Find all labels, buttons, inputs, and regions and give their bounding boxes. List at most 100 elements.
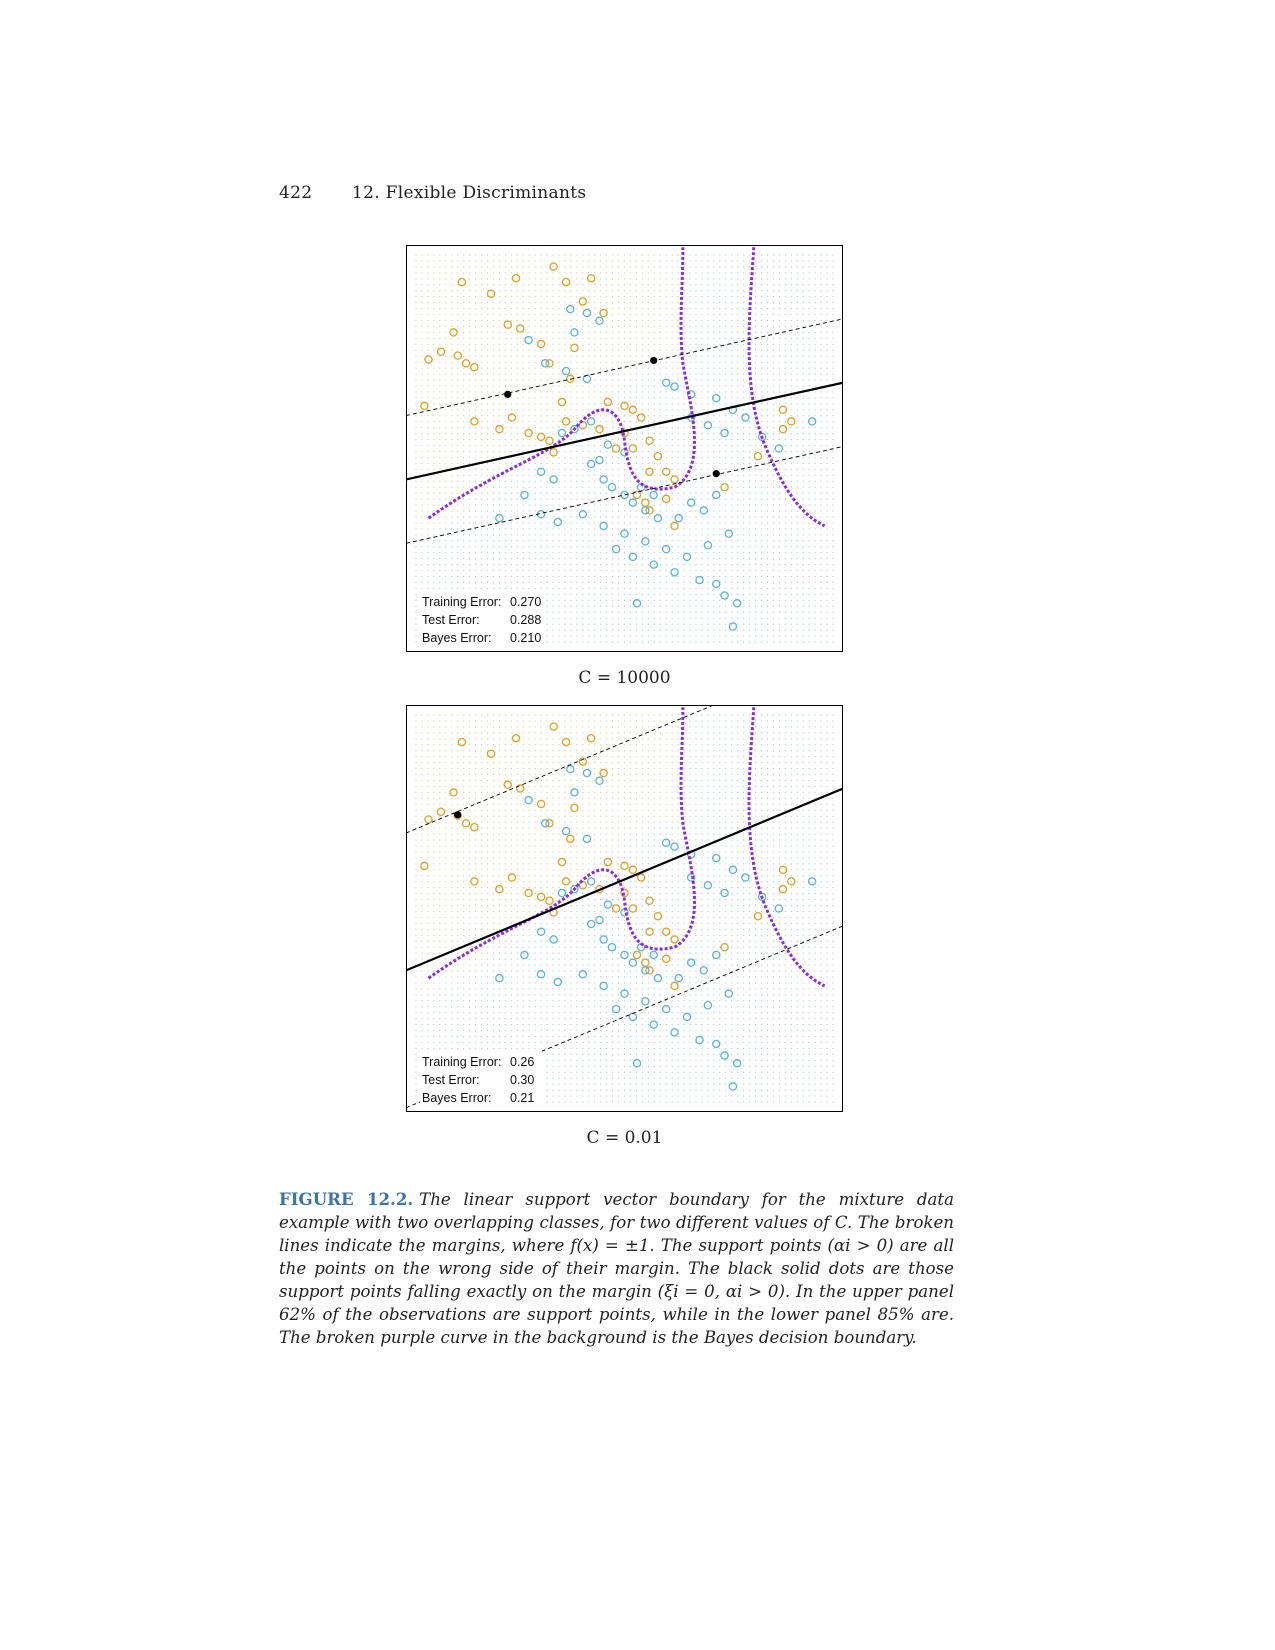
blue-point xyxy=(741,413,750,422)
blue-point xyxy=(807,877,817,886)
blue-point xyxy=(711,490,721,500)
blue-point xyxy=(628,498,638,507)
panel-title-upper: C = 10000 xyxy=(578,668,671,688)
chapter-title: 12. Flexible Discriminants xyxy=(352,183,587,203)
orange-point xyxy=(457,737,467,747)
blue-point xyxy=(524,335,533,345)
blue-point xyxy=(611,1004,621,1014)
orange-point xyxy=(561,277,571,287)
orange-point xyxy=(557,397,567,407)
blue-point xyxy=(703,1000,713,1010)
margin-support-dot xyxy=(712,470,720,478)
orange-point xyxy=(420,401,429,411)
blue-point xyxy=(720,428,729,438)
blue-point xyxy=(774,904,784,913)
blue-point xyxy=(699,966,708,975)
orange-point xyxy=(486,749,496,758)
orange-point xyxy=(457,277,467,287)
blue-point xyxy=(628,958,638,967)
margin-support-dot xyxy=(650,356,658,365)
orange-point xyxy=(524,428,533,438)
blue-point xyxy=(595,915,604,925)
orange-point xyxy=(524,888,533,898)
blue-point xyxy=(586,459,596,469)
blue-point xyxy=(570,884,579,894)
orange-point xyxy=(645,436,654,446)
orange-point xyxy=(670,475,679,484)
orange-point xyxy=(545,819,554,828)
blue-point xyxy=(586,417,596,426)
orange-point xyxy=(620,428,629,438)
orange-point xyxy=(620,888,629,898)
orange-point xyxy=(536,339,546,349)
error-label: Bayes Error: xyxy=(422,631,491,645)
blue-point xyxy=(570,424,579,434)
orange-point xyxy=(453,351,462,360)
blue-point xyxy=(686,498,696,507)
orange-point xyxy=(653,451,663,461)
blue-point xyxy=(674,973,683,983)
svm-plot-lower: Training Error: 0.26 Test Error: 0.30 Bayes … xyxy=(406,705,843,1112)
figure-caption: FIGURE 12.2. The linear support vector bo… xyxy=(279,1188,954,1349)
orange-point xyxy=(599,768,608,778)
blue-point xyxy=(686,958,696,967)
orange-point xyxy=(507,413,517,422)
caption-text: The linear support vector boundary for t… xyxy=(279,1190,954,1347)
blue-point xyxy=(724,989,733,998)
orange-point xyxy=(653,911,663,921)
blue-point xyxy=(595,776,604,786)
plot-frame xyxy=(406,705,843,1112)
orange-point xyxy=(632,490,642,500)
upper-margin xyxy=(406,318,843,417)
orange-point xyxy=(720,482,729,492)
blue-point xyxy=(774,444,784,453)
blue-point xyxy=(586,877,596,886)
orange-point xyxy=(449,788,458,797)
blue-point xyxy=(536,467,546,476)
blue-point xyxy=(649,950,658,960)
blue-point xyxy=(728,865,738,875)
blue-point xyxy=(549,935,558,944)
orange-point xyxy=(628,865,638,875)
orange-point xyxy=(436,347,446,357)
orange-point xyxy=(420,861,429,871)
error-value: 0.270 xyxy=(510,595,541,609)
blue-point xyxy=(566,304,575,314)
orange-point xyxy=(611,444,621,453)
blue-point xyxy=(661,378,671,387)
orange-point xyxy=(661,954,671,964)
blue-point xyxy=(695,575,704,585)
orange-point xyxy=(570,803,579,813)
error-value: 0.21 xyxy=(510,1091,534,1105)
blue-point xyxy=(561,826,571,836)
error-box xyxy=(420,1050,542,1106)
orange-point xyxy=(628,405,638,415)
orange-point xyxy=(661,927,671,936)
blue-point xyxy=(520,950,529,960)
orange-point xyxy=(636,413,646,422)
orange-point xyxy=(645,896,654,906)
error-label: Training Error: xyxy=(422,595,501,609)
error-value: 0.30 xyxy=(510,1073,534,1087)
bayes-boundary-left xyxy=(427,247,696,520)
orange-point xyxy=(511,733,521,743)
blue-point xyxy=(741,873,750,882)
orange-point xyxy=(549,722,558,731)
blue-point xyxy=(807,417,817,426)
blue-point xyxy=(561,366,571,376)
orange-point xyxy=(516,324,525,333)
background-grid xyxy=(415,714,834,1103)
orange-point xyxy=(549,448,558,457)
svm-decision-boundary xyxy=(406,381,843,481)
orange-point xyxy=(470,417,479,426)
blue-point xyxy=(732,599,742,608)
blue-point xyxy=(578,970,588,979)
orange-point xyxy=(595,424,604,434)
blue-point xyxy=(611,544,621,554)
orange-point xyxy=(470,822,479,832)
orange-point xyxy=(661,494,671,504)
blue-point xyxy=(720,888,729,898)
orange-point xyxy=(778,884,788,894)
blue-point xyxy=(595,455,604,465)
error-label: Test Error: xyxy=(422,613,480,627)
